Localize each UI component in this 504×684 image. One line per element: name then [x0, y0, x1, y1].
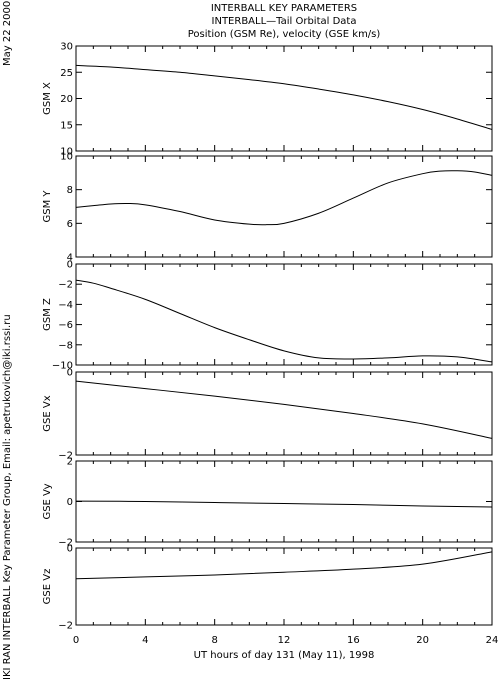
series-line-gse-vx: [75, 380, 493, 439]
x-tick-label: 8: [211, 635, 217, 646]
title-line-3: Position (GSM Re), velocity (GSE km/s): [187, 29, 381, 40]
y-tick-label-gsm-z: −2: [58, 280, 73, 291]
y-tick-label-gsm-x: 10: [60, 147, 73, 158]
y-tick-label-gse-vz: −2: [58, 621, 73, 632]
y-tick-label-gsm-y: 4: [67, 253, 73, 264]
x-tick-label: 20: [416, 635, 429, 646]
x-axis-label: UT hours of day 131 (May 11), 1998: [194, 650, 375, 661]
y-tick-label-gse-vx: −2: [58, 451, 73, 462]
y-axis-label-gse-vz: GSE Vz: [42, 569, 53, 605]
panel-frame-gsm-x: [75, 45, 493, 152]
panel-frame-gse-vz: [75, 547, 493, 626]
y-tick-label-gse-vy: 2: [67, 457, 73, 468]
series-line-gsm-z: [75, 279, 493, 363]
panel-frame-gsm-y: [75, 155, 493, 258]
y-axis-label-gse-vx: GSE Vx: [42, 395, 53, 431]
series-line-gsm-y: [75, 170, 493, 226]
y-tick-label-gse-vx: 0: [67, 368, 73, 379]
y-tick-label-gse-vz: 0: [67, 544, 73, 555]
x-tick-label: 0: [73, 635, 79, 646]
y-tick-label-gsm-y: 6: [67, 219, 73, 230]
panel-frame-gsm-z: [75, 263, 493, 366]
x-tick-label: 24: [486, 635, 499, 646]
y-tick-label-gsm-z: −10: [52, 361, 73, 372]
y-tick-label-gsm-y: 10: [60, 152, 73, 163]
title-line-1: INTERBALL KEY PARAMETERS: [210, 3, 358, 14]
y-axis-label-gsm-x: GSM X: [42, 82, 53, 115]
y-tick-label-gsm-x: 25: [60, 68, 73, 79]
title-line-2: INTERBALL—Tail Orbital Data: [211, 16, 357, 27]
y-tick-label-gsm-x: 20: [60, 94, 73, 105]
y-tick-label-gsm-z: −6: [58, 320, 73, 331]
y-tick-label-gsm-y: 8: [67, 185, 73, 196]
x-tick-label: 4: [142, 635, 148, 646]
series-line-gsm-x: [75, 64, 493, 130]
y-tick-label-gsm-z: −8: [58, 340, 73, 351]
y-tick-label-gsm-z: 0: [67, 260, 73, 271]
y-axis-label-gse-vy: GSE Vy: [42, 483, 53, 519]
y-tick-label-gse-vy: −2: [58, 538, 73, 549]
y-tick-label-gsm-x: 15: [60, 120, 73, 131]
series-line-gse-vz: [75, 551, 493, 580]
y-tick-label-gse-vy: 0: [67, 497, 73, 508]
x-tick-label: 16: [347, 635, 360, 646]
panel-frame-gse-vx: [75, 371, 493, 456]
y-tick-label-gsm-x: 30: [60, 42, 73, 53]
y-axis-label-gsm-z: GSM Z: [42, 298, 53, 331]
x-tick-label: 12: [278, 635, 291, 646]
y-tick-label-gsm-z: −4: [58, 300, 73, 311]
series-line-gse-vy: [75, 500, 493, 508]
y-axis-label-gsm-y: GSM Y: [42, 190, 53, 223]
